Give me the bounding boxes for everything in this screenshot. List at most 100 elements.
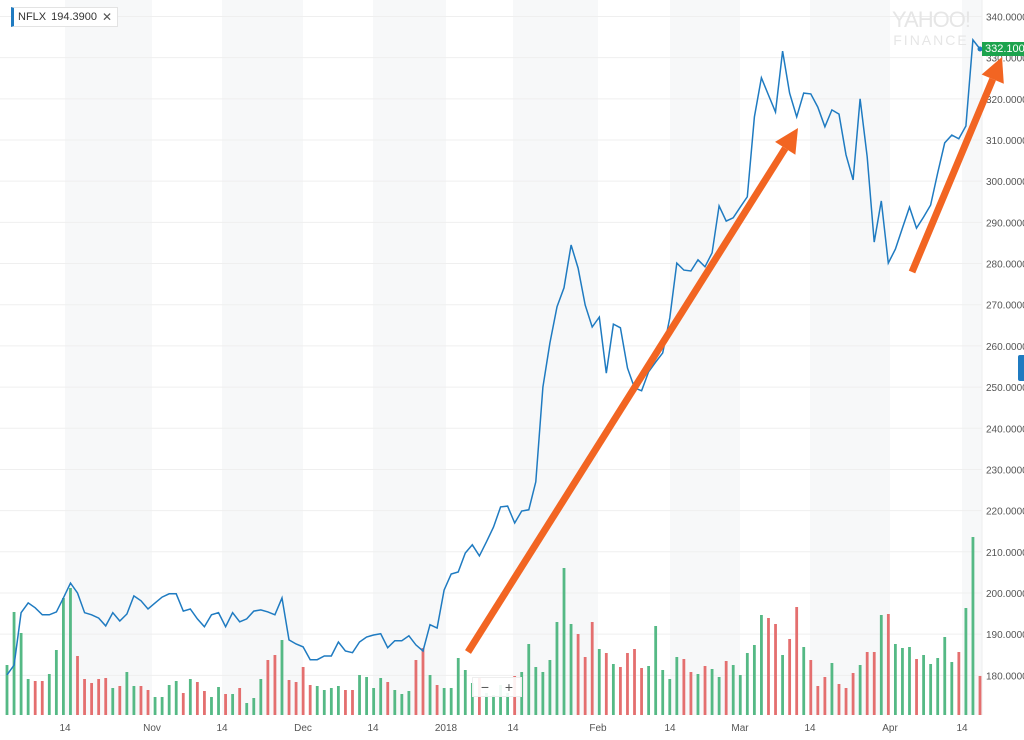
volume-bar: [647, 666, 651, 715]
volume-bar: [456, 658, 460, 715]
volume-bar: [19, 633, 23, 715]
volume-bar: [174, 681, 178, 715]
volume-bar: [315, 686, 319, 715]
x-tick-label: 14: [367, 723, 379, 734]
month-band: [222, 0, 303, 715]
y-tick-label: 330.0000: [986, 54, 1024, 65]
month-band: [65, 0, 152, 715]
volume-bar: [795, 607, 799, 715]
y-tick-label: 310.0000: [986, 136, 1024, 147]
volume-bar: [485, 693, 488, 715]
y-tick-label: 300.0000: [986, 177, 1024, 188]
volume-bar: [69, 588, 72, 715]
volume-bar: [273, 655, 277, 715]
volume-bar: [62, 598, 65, 715]
x-tick-label: Feb: [589, 723, 607, 734]
x-tick-label: 14: [956, 723, 968, 734]
y-tick-label: 290.0000: [986, 218, 1024, 229]
volume-bar: [837, 684, 841, 715]
zoom-controls: − +: [472, 677, 522, 697]
volume-bar: [322, 690, 326, 715]
side-panel-tab[interactable]: [1018, 355, 1024, 381]
legend-symbol: NFLX: [18, 11, 47, 23]
y-tick-label: 210.0000: [986, 548, 1024, 559]
volume-bar: [851, 673, 855, 715]
x-tick-label: 14: [59, 723, 71, 734]
volume-bar: [40, 681, 44, 715]
x-tick-label: 2018: [435, 723, 458, 734]
y-tick-label: 320.0000: [986, 95, 1024, 106]
volume-bars: [5, 537, 982, 715]
volume-bar: [238, 688, 242, 715]
volume-bar: [668, 679, 672, 715]
volume-bar: [844, 688, 848, 715]
zoom-in-button[interactable]: +: [504, 679, 514, 695]
volume-bar: [597, 649, 601, 715]
volume-bar: [901, 648, 904, 715]
uptrend-arrow: [465, 128, 798, 654]
arrow-shaft: [908, 77, 996, 274]
volume-bar: [922, 655, 925, 715]
volume-bar: [449, 688, 453, 715]
volume-bar: [774, 624, 777, 715]
volume-bar: [365, 677, 368, 715]
volume-bar: [872, 652, 876, 715]
volume-bar: [583, 657, 587, 715]
volume-bar: [950, 662, 954, 715]
volume-bar: [689, 672, 693, 715]
y-tick-label: 230.0000: [986, 465, 1024, 476]
month-band: [810, 0, 890, 715]
volume-bar: [400, 694, 404, 715]
volume-bar: [619, 667, 622, 715]
volume-bar: [393, 690, 397, 715]
zoom-out-button[interactable]: −: [480, 679, 490, 695]
volume-bar: [139, 686, 143, 715]
volume-bar: [562, 568, 566, 715]
volume-bar: [280, 640, 284, 715]
volume-bar: [266, 660, 270, 715]
volume-bar: [470, 683, 474, 715]
volume-bar: [97, 679, 101, 715]
volume-bar: [301, 667, 305, 715]
volume-bar: [386, 682, 390, 715]
volume-bar: [224, 694, 227, 715]
volume-bar: [167, 685, 171, 715]
volume-bar: [964, 608, 968, 715]
volume-bar: [788, 639, 792, 715]
volume-bar: [47, 674, 51, 715]
volume-bar: [731, 665, 735, 715]
grid-lines: [0, 15, 982, 676]
volume-bar: [231, 694, 235, 715]
arrow-shaft: [465, 146, 789, 654]
volume-bar: [358, 675, 361, 715]
volume-bar: [576, 634, 580, 715]
volume-bar: [809, 660, 813, 715]
volume-bar: [329, 688, 333, 715]
x-tick-label: 14: [507, 723, 519, 734]
volume-bar: [865, 652, 869, 715]
volume-bar: [661, 670, 665, 715]
symbol-legend[interactable]: NFLX 194.3900 ✕: [11, 7, 119, 27]
x-tick-label: 14: [216, 723, 228, 734]
volume-bar: [336, 686, 340, 715]
volume-bar: [682, 659, 686, 715]
y-axis-labels: 340.0000 330.0000 320.0000 310.0000 300.0000…: [986, 12, 1024, 682]
volume-bar: [195, 682, 199, 715]
volume-bar: [626, 653, 629, 715]
volume-bar: [294, 682, 298, 715]
annotation-arrows: [465, 57, 1004, 654]
volume-bar: [118, 686, 122, 715]
month-band: [670, 0, 740, 715]
x-tick-label: Apr: [882, 723, 898, 734]
x-tick-label: 14: [804, 723, 816, 734]
volume-bar: [541, 672, 545, 715]
close-icon[interactable]: ✕: [102, 10, 113, 24]
month-band: [373, 0, 446, 715]
arrow-head: [981, 57, 1004, 84]
volume-bar: [767, 618, 770, 715]
volume-bar: [259, 679, 263, 715]
y-tick-label: 250.0000: [986, 383, 1024, 394]
watermark-line1: YAHOO!: [892, 7, 971, 32]
volume-bar: [675, 657, 679, 715]
